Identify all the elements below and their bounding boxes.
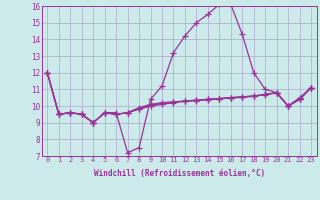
X-axis label: Windchill (Refroidissement éolien,°C): Windchill (Refroidissement éolien,°C): [94, 169, 265, 178]
